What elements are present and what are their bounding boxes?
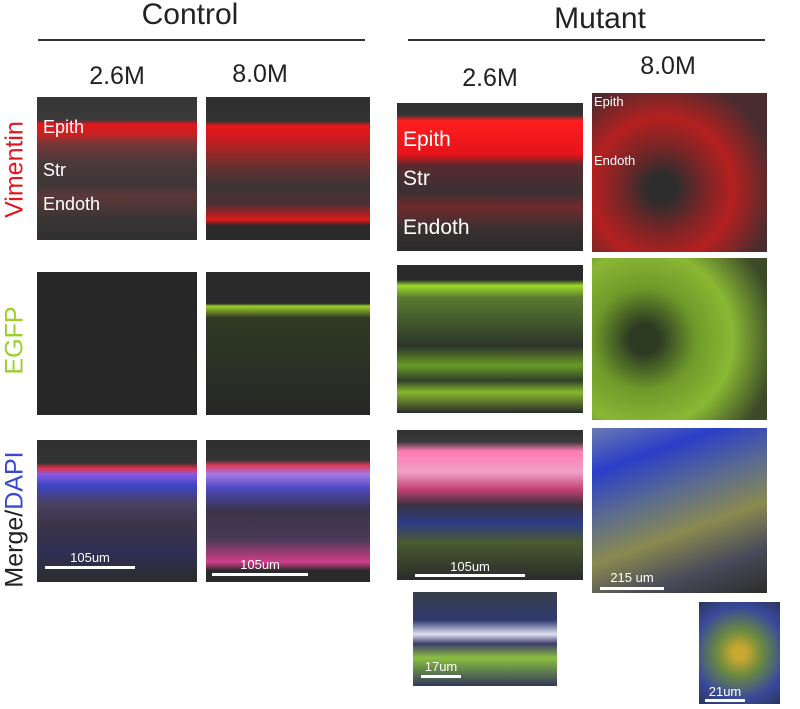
scale-bar	[212, 573, 308, 576]
row-label: Merge/DAPI	[1, 420, 30, 620]
scale-bar-label: 215 um	[610, 570, 654, 585]
scale-bar	[705, 699, 745, 702]
inset-panel: 21um	[699, 602, 780, 704]
group-rule	[408, 39, 765, 41]
row-label-part: Merge/	[0, 509, 29, 588]
image-panel: Epith Endoth	[592, 93, 767, 252]
row-label-part: DAPI	[0, 451, 29, 510]
column-label: 2.6M	[462, 64, 518, 92]
group-title: Control	[141, 0, 239, 31]
scale-bar-label: 17um	[424, 659, 458, 674]
row-label: EGFP	[0, 306, 29, 375]
scale-bar	[600, 587, 664, 590]
panel-label: Str	[43, 160, 67, 180]
image-panel	[37, 272, 197, 415]
scale-bar	[421, 675, 461, 678]
column-label: 2.6M	[89, 62, 145, 90]
panel-label: Endoth	[43, 194, 101, 214]
panel-label: Epith	[594, 94, 624, 109]
scale-bar-label: 105um	[70, 550, 110, 565]
scale-bar-label: 105um	[240, 557, 280, 572]
image-panel	[397, 265, 583, 413]
scale-bar-label: 105um	[450, 559, 490, 574]
image-panel: Epith Str Endoth	[37, 97, 197, 240]
panel-label: Endoth	[594, 153, 636, 168]
scale-bar	[415, 574, 525, 577]
image-panel	[592, 258, 767, 420]
image-panel: 215 um	[592, 428, 767, 593]
column-label: 8.0M	[640, 52, 696, 80]
column-label: 8.0M	[232, 60, 288, 88]
row-label: Vimentin	[0, 121, 29, 218]
group-title: Mutant	[554, 2, 646, 35]
scale-bar-label: 21um	[708, 684, 742, 699]
scale-bar	[45, 566, 135, 569]
group-rule	[38, 39, 365, 41]
panel-label: Epith	[43, 117, 85, 137]
image-panel: 105um	[206, 440, 370, 582]
image-panel	[206, 97, 370, 240]
image-panel	[206, 272, 370, 415]
panel-label: Str	[403, 167, 430, 190]
inset-panel: 17um	[413, 592, 557, 686]
image-panel: Epith Str Endoth	[397, 103, 583, 251]
panel-label: Epith	[403, 128, 451, 151]
image-panel: 105um	[397, 430, 583, 580]
panel-label: Endoth	[403, 216, 470, 239]
image-panel: 105um	[37, 440, 197, 582]
